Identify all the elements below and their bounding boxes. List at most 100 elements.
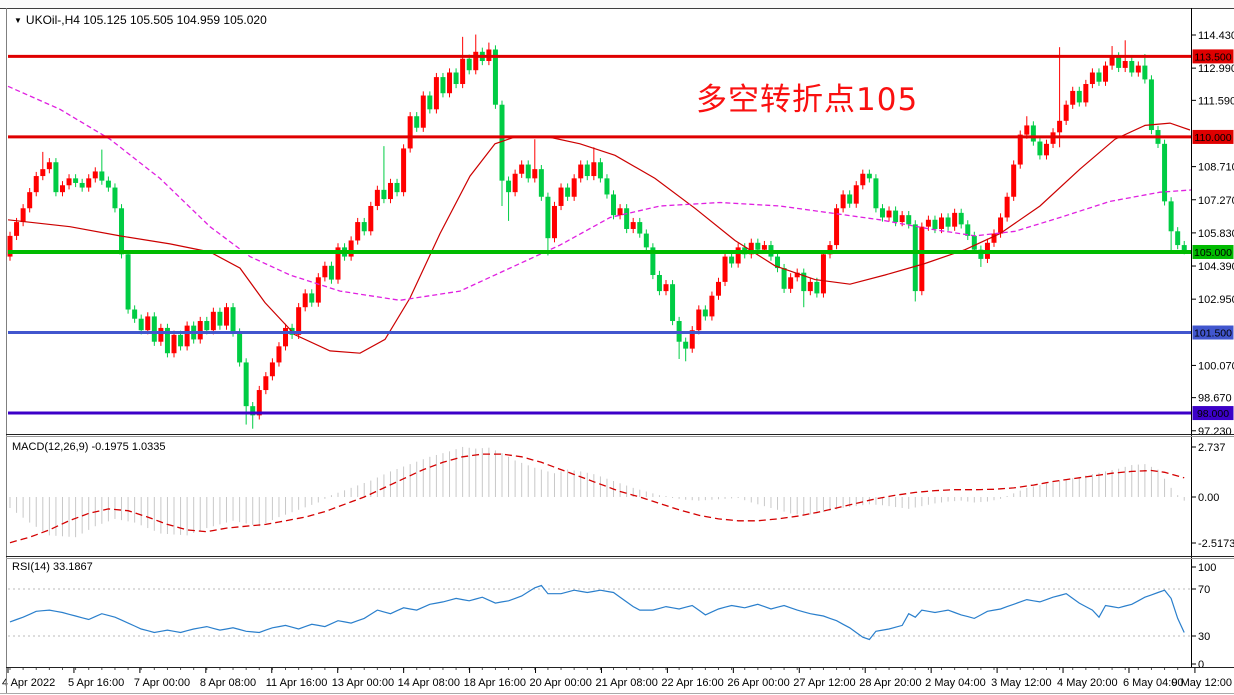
candle-body [1017, 134, 1023, 165]
candle-body [66, 178, 72, 186]
candle-body [1070, 90, 1076, 105]
candle-body [519, 164, 525, 174]
candle-body [381, 189, 387, 200]
candle-body [715, 281, 721, 296]
candle-body [814, 281, 820, 294]
candle-body [447, 72, 453, 94]
candle-body [368, 205, 374, 232]
rsi-plot-area[interactable] [8, 559, 1191, 666]
macd-axis-label: 0.00 [1198, 492, 1219, 504]
candle-body [204, 321, 210, 331]
candle-body [302, 293, 308, 308]
macd-axis-label: 2.737 [1198, 442, 1226, 454]
time-tick-label: 9 May 12:00 [1171, 677, 1232, 689]
candle-body [1181, 245, 1187, 252]
candle-body [584, 164, 590, 177]
time-tick-label: 4 Apr 2022 [2, 677, 55, 689]
time-tick-label: 28 Apr 20:00 [859, 677, 921, 689]
time-tick-label: 6 May 04:00 [1123, 677, 1184, 689]
candle-body [1011, 164, 1017, 197]
candle-body [611, 194, 617, 216]
candle-body [545, 196, 551, 239]
main-chart-plot-area[interactable] [8, 9, 1191, 433]
price-badge [1192, 244, 1234, 259]
candle-body [597, 162, 603, 179]
time-tick-label: 26 Apr 00:00 [727, 677, 789, 689]
candle-body [748, 242, 754, 255]
candle-body [755, 242, 761, 250]
candle-body [952, 212, 958, 227]
candle-body [414, 116, 420, 128]
candle-body [893, 210, 899, 223]
candle-body [775, 256, 781, 269]
symbol-ohlc-text: UKOil-,H4 105.125 105.505 104.959 105.02… [25, 13, 267, 27]
candle-body [781, 268, 787, 289]
candle-body [361, 222, 367, 232]
candle-body [1122, 61, 1128, 68]
candle-body [965, 224, 971, 236]
price-axis: 114.430 112.990 111.590 108.710 107.270 105.8… [1191, 30, 1234, 438]
price-tick-label: 114.430 [1198, 30, 1234, 42]
candle-body [348, 240, 354, 257]
candle-body [1129, 61, 1135, 73]
candle-body [453, 72, 459, 85]
candle-body [14, 222, 20, 236]
time-axis-area[interactable] [8, 668, 1234, 693]
candle-body [604, 178, 610, 195]
candle-body [237, 332, 243, 363]
candle-body [27, 192, 33, 209]
candle-body [919, 226, 925, 292]
candle-body [1109, 56, 1115, 66]
time-tick-label: 14 Apr 08:00 [398, 677, 460, 689]
time-tick-label: 5 Apr 16:00 [68, 677, 124, 689]
symbol-dropdown-icon[interactable]: ▼ [14, 16, 22, 25]
candle-body [1162, 143, 1168, 202]
rsi-panel: 100 70 30 0 [8, 562, 1216, 671]
price-axis-area[interactable] [1192, 9, 1234, 667]
candle-body [355, 222, 361, 241]
price-badge-label: 98.000 [1197, 408, 1229, 420]
candle-body [663, 284, 669, 292]
price-tick-label: 100.070 [1198, 360, 1234, 372]
candle-body [860, 173, 866, 186]
candle-body [33, 176, 39, 193]
time-tick-label: 27 Apr 12:00 [793, 677, 855, 689]
candle-body [1030, 125, 1036, 142]
candle-body [86, 178, 92, 188]
candle-body [20, 208, 26, 223]
candle-body [525, 164, 531, 179]
candle-body [945, 217, 951, 227]
candle-body [696, 309, 702, 331]
candle-body [1103, 65, 1109, 82]
candle-body [656, 274, 662, 292]
candle-body [1168, 201, 1174, 232]
candle-body [210, 311, 216, 331]
candle-body [847, 194, 853, 204]
price-tick-label: 112.990 [1198, 63, 1234, 75]
candle-body [834, 208, 840, 246]
candle-body [637, 222, 643, 234]
candle-body [217, 311, 223, 326]
macd-plot-area[interactable] [8, 437, 1191, 555]
price-tick-label: 111.590 [1198, 95, 1234, 107]
candle-body [315, 277, 321, 303]
horizontal-levels-layer [8, 54, 1191, 415]
candle-body [630, 222, 636, 229]
candle-body [729, 256, 735, 264]
candle-body [243, 362, 249, 407]
candle-body [991, 233, 997, 243]
candle-body [998, 217, 1004, 234]
price-tick-label: 107.270 [1198, 195, 1234, 207]
candle-body [374, 189, 380, 206]
price-badge-label: 113.500 [1194, 51, 1231, 63]
candle-body [1089, 72, 1095, 85]
rsi-axis-label: 100 [1198, 562, 1216, 574]
candle-body [853, 185, 859, 204]
time-axis: 4 Apr 2022 5 Apr 16:00 7 Apr 00:00 8 Apr 08… [2, 667, 1232, 689]
candle-body [230, 307, 236, 333]
candle-body [879, 208, 885, 218]
candle-body [551, 205, 557, 239]
candle-body [171, 334, 177, 354]
candle-body [558, 187, 564, 206]
